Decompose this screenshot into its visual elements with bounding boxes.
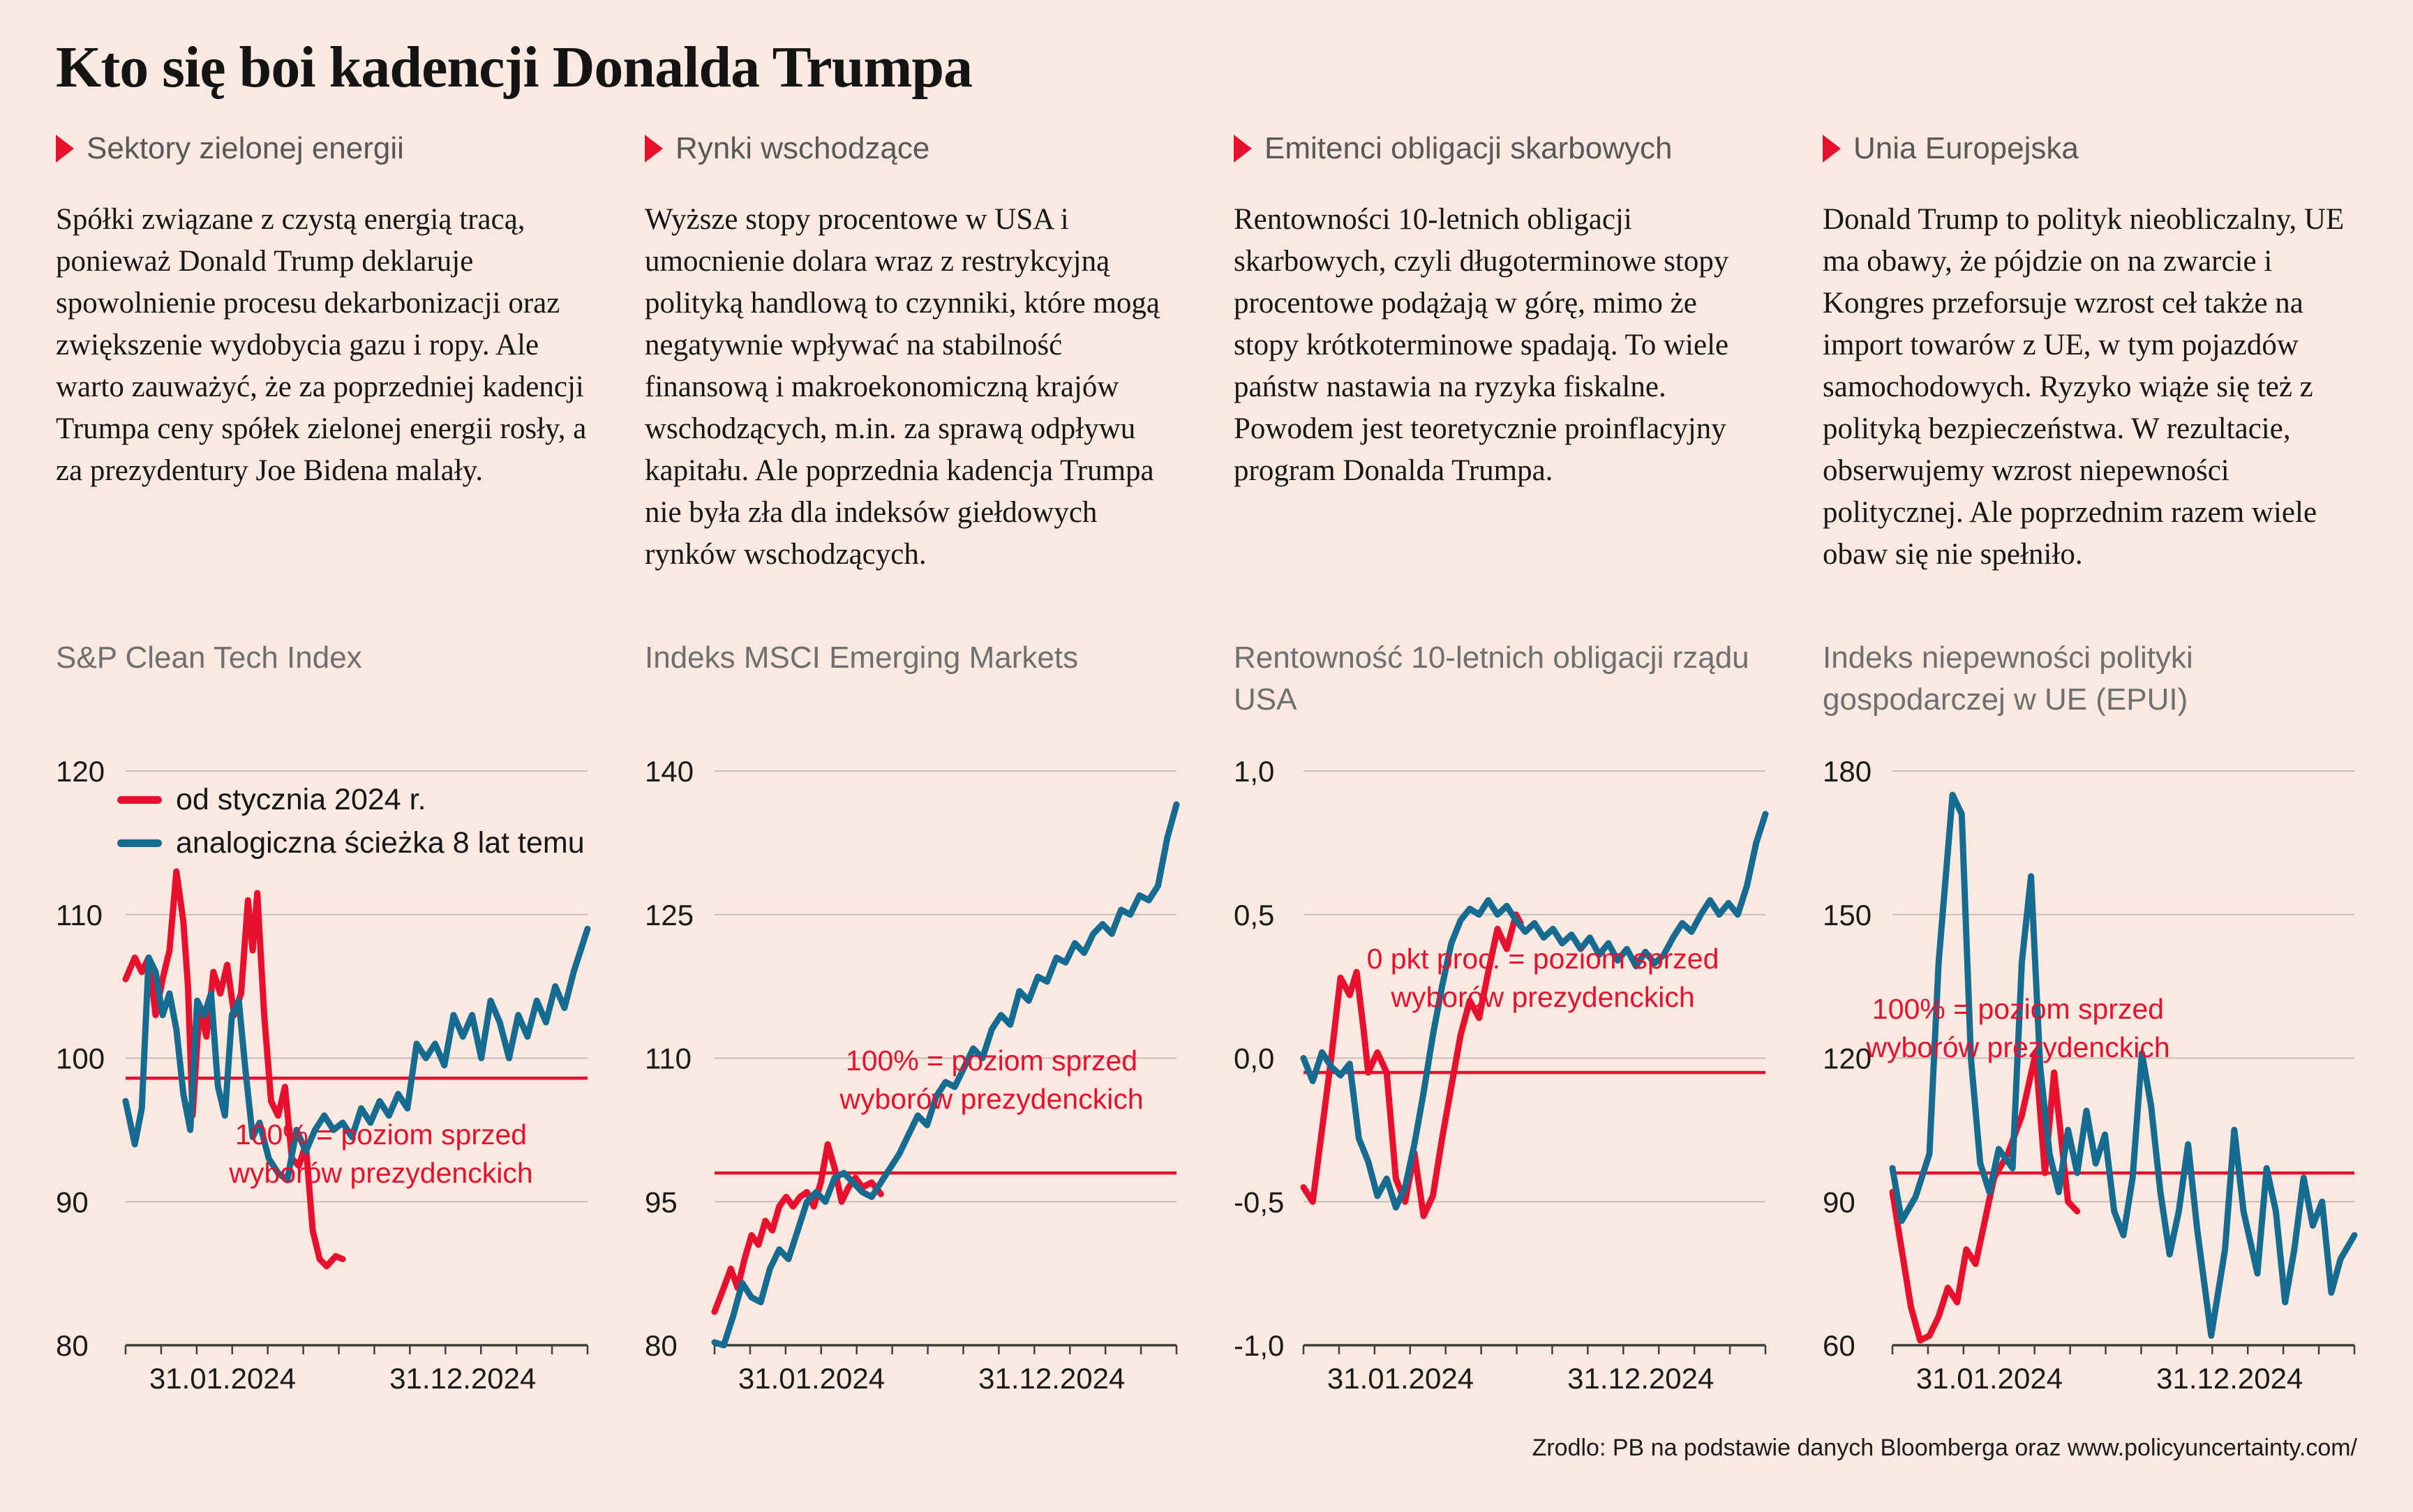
series-line-red — [1889, 1050, 2081, 1344]
section-body: Rentowności 10-letnich obligacji skarbow… — [1234, 203, 1729, 487]
source-note: Zrodlo: PB na podstawie danych Bloomberg… — [1532, 1435, 2357, 1461]
y-tick-label: 180 — [1823, 755, 1872, 788]
legend-label-red: od stycznia 2024 r. — [176, 782, 426, 816]
annotation-line: wyborów prezydenckich — [839, 1083, 1144, 1115]
red-line-swatch-icon — [117, 795, 162, 804]
series-line-red — [711, 1141, 884, 1315]
y-tick-label: 120 — [1823, 1042, 1872, 1075]
chart-eu-epui: 180 150 120 90 60 31.01.2024 31.12.2024 100% =… — [1823, 735, 2358, 1432]
column-european-union: Unia Europejska Donald Trump to polityk … — [1823, 129, 2358, 1455]
y-tick-label: -0,5 — [1234, 1185, 1284, 1218]
y-tick-label: 90 — [56, 1185, 89, 1218]
chart-canvas: 120 110 100 90 80 31.01.2024 31.12.2024 — [56, 755, 591, 1395]
section-header: Unia Europejska — [1823, 129, 2357, 168]
red-triangle-icon — [1234, 135, 1252, 163]
red-triangle-icon — [645, 135, 663, 163]
red-triangle-icon — [1823, 135, 1841, 163]
page-title: Kto się boi kadencji Donalda Trumpa — [56, 35, 973, 100]
legend-label-blue: analogiczna ścieżka 8 lat temu — [176, 825, 585, 860]
chart-canvas: 180 150 120 90 60 31.01.2024 31.12.2024 — [1823, 755, 2358, 1395]
y-tick-label: 110 — [645, 1042, 692, 1075]
x-tick-label: 31.12.2024 — [978, 1362, 1125, 1395]
section-header: Rynki wschodzące — [645, 129, 1179, 168]
annotation-line: 100% = poziom sprzed — [845, 1045, 1138, 1077]
column-emerging-markets: Rynki wschodzące Wyższe stopy procentowe… — [645, 129, 1180, 1455]
y-tick-label: 60 — [1823, 1329, 1855, 1362]
chart-subtitle: S&P Clean Tech Index — [56, 641, 362, 675]
red-triangle-icon — [56, 135, 74, 163]
x-tick-label: 31.12.2024 — [2156, 1362, 2303, 1395]
chart-annotation: 0 pkt proc. = poziom sprzed wyborów prez… — [1327, 940, 1759, 1017]
chart-subtitle: Rentowność 10-letnich obligacji rządu US… — [1234, 641, 1749, 717]
y-tick-label: 110 — [56, 899, 103, 931]
annotation-line: wyborów prezydenckich — [1866, 1031, 2170, 1063]
annotation-line: 100% = poziom sprzed — [234, 1118, 528, 1151]
chart-annotation: 100% = poziom sprzed wyborów prezydencki… — [172, 1116, 590, 1192]
series-line-blue — [711, 801, 1180, 1349]
annotation-line: 0 pkt proc. = poziom sprzed — [1366, 943, 1719, 975]
section-title: Sektory zielonej energii — [87, 131, 404, 165]
chart-annotation: 100% = poziom sprzed wyborów prezydencki… — [782, 1042, 1201, 1118]
y-tick-label: 95 — [645, 1185, 678, 1218]
blue-line-swatch-icon — [117, 839, 162, 847]
x-tick-label: 31.12.2024 — [389, 1362, 536, 1395]
y-tick-label: 80 — [56, 1329, 89, 1362]
section-body: Donald Trump to polityk nieobliczalny, U… — [1823, 203, 2345, 571]
x-tick-label: 31.01.2024 — [1916, 1362, 2063, 1395]
section-body: Wyższe stopy procentowe w USA i umocnien… — [645, 203, 1160, 571]
y-tick-label: 90 — [1823, 1185, 1855, 1218]
column-treasury-bonds: Emitenci obligacji skarbowych Rentownośc… — [1234, 129, 1769, 1455]
column-green-energy: Sektory zielonej energii Spółki związane… — [56, 129, 591, 1455]
chart-msci-emerging-markets: 140 125 110 95 80 31.01.2024 31.12.2024 100% =… — [645, 735, 1180, 1432]
annotation-line: 100% = poziom sprzed — [1872, 993, 2165, 1025]
chart-subtitle: Indeks MSCI Emerging Markets — [645, 641, 1079, 675]
x-tick-label: 31.01.2024 — [1327, 1362, 1474, 1395]
section-header: Emitenci obligacji skarbowych — [1234, 129, 1768, 168]
section-body: Spółki związane z czystą energią tracą, … — [56, 203, 587, 487]
y-tick-label: 140 — [645, 755, 694, 788]
series-line-red — [122, 868, 346, 1270]
chart-sp-clean-tech-index: 120 110 100 90 80 31.01.2024 31.12.2024 od sty… — [56, 735, 591, 1432]
legend-item-red: od stycznia 2024 r. — [117, 778, 585, 821]
y-tick-label: 1,0 — [1234, 755, 1274, 788]
x-tick-label: 31.12.2024 — [1567, 1362, 1714, 1395]
chart-us-10y-bond-yield: 1,0 0,5 0,0 -0,5 -1,0 31.01.2024 31.12.2024 0 … — [1234, 735, 1769, 1432]
annotation-line: wyborów prezydenckich — [1391, 981, 1695, 1013]
y-tick-label: 0,5 — [1234, 899, 1274, 931]
chart-legend: od stycznia 2024 r. analogiczna ścieżka … — [117, 778, 585, 864]
section-title: Unia Europejska — [1853, 131, 2079, 165]
legend-item-blue: analogiczna ścieżka 8 lat temu — [117, 821, 585, 864]
section-header: Sektory zielonej energii — [56, 129, 590, 168]
series-line-blue — [122, 925, 591, 1183]
annotation-line: wyborów prezydenckich — [229, 1157, 533, 1189]
section-title: Rynki wschodzące — [675, 131, 930, 165]
y-tick-label: 0,0 — [1234, 1042, 1274, 1075]
y-tick-label: 100 — [56, 1042, 105, 1075]
y-tick-label: 120 — [56, 755, 105, 788]
chart-canvas: 140 125 110 95 80 31.01.2024 31.12.2024 — [645, 755, 1180, 1395]
y-tick-label: 80 — [645, 1329, 678, 1362]
chart-canvas: 1,0 0,5 0,0 -0,5 -1,0 31.01.2024 31.12.2024 — [1234, 755, 1769, 1395]
x-tick-label: 31.01.2024 — [149, 1362, 296, 1395]
series-line-blue — [1300, 811, 1769, 1211]
series-line-blue — [1889, 791, 2358, 1339]
y-tick-label: 125 — [645, 899, 694, 931]
chart-annotation: 100% = poziom sprzed wyborów prezydencki… — [1823, 990, 2213, 1067]
y-tick-label: -1,0 — [1234, 1329, 1284, 1362]
x-tick-label: 31.01.2024 — [738, 1362, 885, 1395]
section-title: Emitenci obligacji skarbowych — [1264, 131, 1673, 165]
y-tick-label: 150 — [1823, 899, 1872, 931]
chart-subtitle: Indeks niepewności polityki gospodarczej… — [1823, 641, 2193, 717]
